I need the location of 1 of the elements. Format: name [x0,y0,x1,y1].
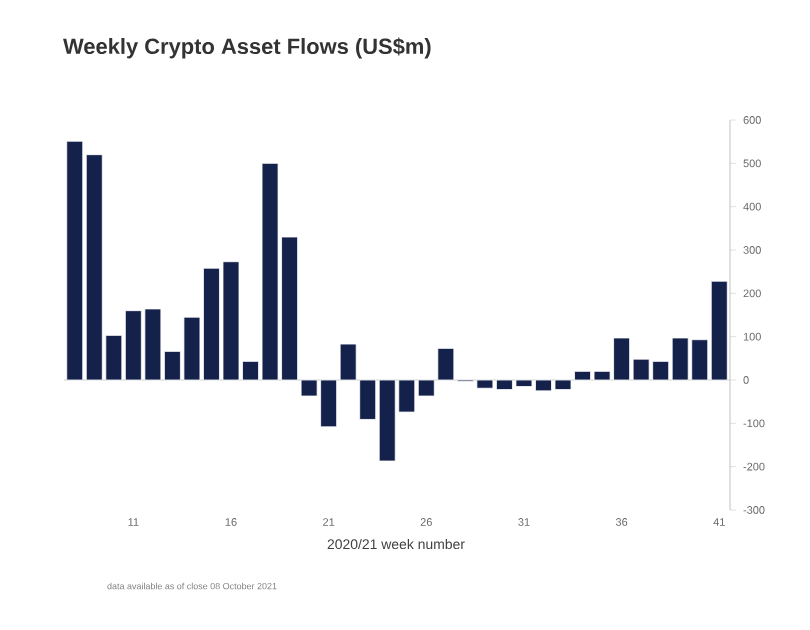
chart-title: Weekly Crypto Asset Flows (US$m) [63,37,431,59]
